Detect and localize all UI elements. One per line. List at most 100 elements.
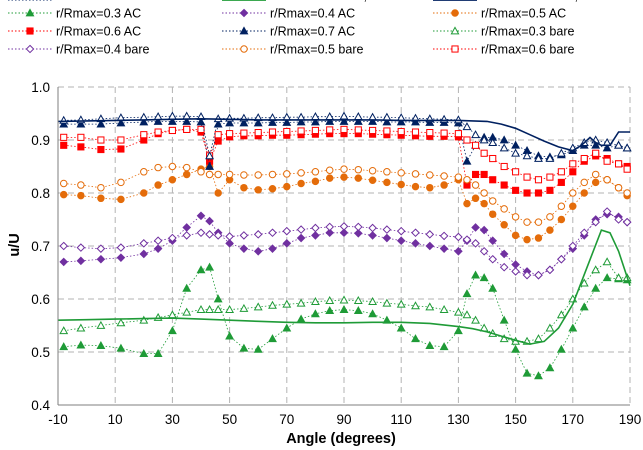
data-point — [97, 136, 105, 144]
data-point — [297, 179, 305, 188]
legend-marker — [239, 8, 249, 18]
data-point — [556, 310, 566, 319]
data-point — [282, 323, 292, 332]
data-point — [602, 257, 612, 266]
data-point — [397, 169, 405, 177]
data-point — [140, 189, 148, 197]
data-point — [545, 153, 555, 162]
data-point — [311, 231, 320, 240]
data-point — [59, 241, 69, 251]
data-point — [340, 125, 348, 133]
data-point — [154, 181, 162, 189]
data-point — [339, 116, 349, 125]
data-point — [239, 244, 249, 253]
data-point — [602, 207, 612, 216]
data-point — [282, 226, 292, 236]
y-axis-title: u/U — [7, 233, 23, 256]
data-point — [568, 241, 578, 251]
data-point — [591, 170, 600, 179]
series-9 — [59, 111, 632, 162]
data-point — [196, 304, 206, 313]
data-point — [368, 176, 377, 185]
data-point — [546, 226, 554, 234]
data-point — [546, 213, 554, 221]
series-6 — [59, 207, 632, 280]
data-point — [205, 161, 215, 170]
data-point — [462, 310, 472, 319]
data-point — [522, 270, 532, 280]
data-point — [439, 244, 449, 253]
data-point — [569, 160, 577, 168]
data-point — [354, 126, 362, 134]
data-point — [268, 244, 277, 253]
data-point — [296, 298, 306, 307]
legend-item: r/Rmax=0.7 bare, LB CFD — [433, 0, 626, 3]
data-point — [225, 170, 234, 179]
legend: r/Rmax=0.3 AC r/Rmax=0.4 AC r/Rmax=0.5 AC r… — [8, 0, 626, 57]
data-point — [59, 257, 69, 267]
series-11 — [57, 117, 630, 152]
data-point — [225, 118, 235, 127]
data-point — [205, 170, 214, 179]
data-point — [569, 202, 577, 210]
data-point — [311, 126, 319, 135]
data-point — [116, 318, 126, 327]
data-point — [499, 135, 509, 144]
data-point — [296, 233, 306, 243]
data-point — [439, 231, 449, 241]
data-point — [411, 228, 420, 238]
x-tick-label: 50 — [222, 412, 237, 427]
data-point — [326, 126, 334, 134]
data-point — [268, 300, 277, 309]
data-point — [488, 210, 497, 218]
legend-label: r/Rmax=0.4 AC — [270, 7, 355, 21]
legend-label: r/Rmax=0.3 AC — [56, 7, 141, 21]
legend-label: r/Rmax=0.7 bare — [56, 0, 149, 3]
data-point — [253, 246, 263, 256]
data-point — [499, 249, 509, 259]
data-point — [310, 117, 320, 126]
series-connector — [63, 266, 628, 377]
legend-marker — [26, 27, 34, 35]
data-point — [117, 178, 125, 187]
data-point — [488, 197, 497, 205]
series-layer — [57, 111, 632, 380]
data-point — [240, 129, 248, 137]
legend-marker — [451, 45, 459, 53]
data-point — [568, 323, 578, 332]
legend-item: r/Rmax=0.3 bare, LB CFD — [222, 0, 415, 3]
data-point — [580, 189, 588, 197]
y-tick-label: 0.7 — [31, 239, 50, 254]
data-point — [253, 344, 263, 353]
data-point — [368, 231, 377, 240]
data-point — [382, 233, 392, 243]
legend-marker — [240, 45, 248, 53]
data-point — [500, 162, 508, 171]
data-point — [76, 119, 86, 128]
data-point — [268, 185, 277, 193]
data-point — [368, 297, 378, 306]
data-point — [471, 194, 480, 203]
data-point — [139, 348, 149, 357]
data-point — [97, 145, 105, 154]
data-point — [454, 246, 463, 256]
x-axis-title: Angle (degrees) — [286, 431, 396, 447]
data-point — [471, 270, 481, 279]
data-point — [396, 226, 406, 236]
data-point — [197, 125, 205, 133]
data-point — [205, 216, 214, 226]
data-point — [623, 165, 631, 173]
data-point — [557, 178, 565, 186]
x-tick-label: 190 — [619, 412, 642, 427]
data-point — [339, 228, 349, 238]
series-4 — [59, 116, 632, 170]
data-point — [440, 181, 448, 189]
data-point — [353, 295, 363, 304]
data-point — [591, 265, 601, 274]
data-point — [310, 297, 320, 306]
data-point — [489, 154, 497, 163]
data-point — [615, 160, 623, 168]
data-point — [213, 294, 223, 303]
data-point — [167, 116, 177, 125]
data-point — [471, 223, 480, 232]
